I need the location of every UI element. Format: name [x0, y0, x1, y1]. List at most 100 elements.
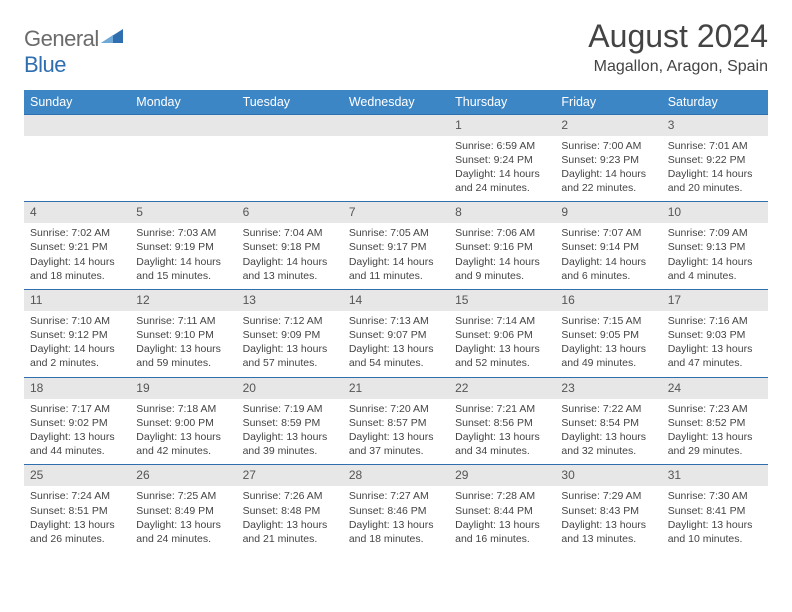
weekday-header: Sunday: [24, 90, 130, 115]
logo-text-gray: General: [24, 26, 99, 52]
day-number-cell: 24: [662, 377, 768, 399]
day-number-row: 25262728293031: [24, 465, 768, 487]
logo-text-blue: Blue: [24, 52, 66, 77]
day-data-cell: Sunrise: 7:04 AMSunset: 9:18 PMDaylight:…: [237, 223, 343, 289]
weekday-header: Tuesday: [237, 90, 343, 115]
day-data-row: Sunrise: 7:10 AMSunset: 9:12 PMDaylight:…: [24, 311, 768, 377]
day-number-cell: 8: [449, 202, 555, 224]
day-data-cell: Sunrise: 7:07 AMSunset: 9:14 PMDaylight:…: [555, 223, 661, 289]
day-data-cell: Sunrise: 7:18 AMSunset: 9:00 PMDaylight:…: [130, 399, 236, 465]
day-number-cell: 26: [130, 465, 236, 487]
calendar-page: General August 2024 Magallon, Aragon, Sp…: [0, 0, 792, 562]
day-data-cell: Sunrise: 7:25 AMSunset: 8:49 PMDaylight:…: [130, 486, 236, 552]
day-data-cell: [237, 136, 343, 202]
day-number-cell: 5: [130, 202, 236, 224]
day-data-cell: Sunrise: 7:06 AMSunset: 9:16 PMDaylight:…: [449, 223, 555, 289]
day-data-cell: [130, 136, 236, 202]
day-data-row: Sunrise: 6:59 AMSunset: 9:24 PMDaylight:…: [24, 136, 768, 202]
day-number-cell: 2: [555, 114, 661, 136]
day-number-cell: 27: [237, 465, 343, 487]
day-number-cell: 11: [24, 289, 130, 311]
day-number-cell: 20: [237, 377, 343, 399]
day-data-cell: [24, 136, 130, 202]
day-number-cell: 21: [343, 377, 449, 399]
day-number-cell: 16: [555, 289, 661, 311]
day-number-cell: 22: [449, 377, 555, 399]
day-data-cell: Sunrise: 7:30 AMSunset: 8:41 PMDaylight:…: [662, 486, 768, 552]
day-data-cell: Sunrise: 7:16 AMSunset: 9:03 PMDaylight:…: [662, 311, 768, 377]
day-number-cell: [130, 114, 236, 136]
day-number-cell: 12: [130, 289, 236, 311]
day-number-cell: 30: [555, 465, 661, 487]
day-data-cell: Sunrise: 7:09 AMSunset: 9:13 PMDaylight:…: [662, 223, 768, 289]
day-number-row: 123: [24, 114, 768, 136]
day-number-cell: 15: [449, 289, 555, 311]
calendar-table: Sunday Monday Tuesday Wednesday Thursday…: [24, 90, 768, 552]
day-number-cell: 19: [130, 377, 236, 399]
day-number-cell: 29: [449, 465, 555, 487]
day-number-row: 18192021222324: [24, 377, 768, 399]
day-data-cell: Sunrise: 7:29 AMSunset: 8:43 PMDaylight:…: [555, 486, 661, 552]
day-data-row: Sunrise: 7:17 AMSunset: 9:02 PMDaylight:…: [24, 399, 768, 465]
day-number-cell: [343, 114, 449, 136]
weekday-header: Saturday: [662, 90, 768, 115]
day-number-cell: 25: [24, 465, 130, 487]
day-data-cell: Sunrise: 7:05 AMSunset: 9:17 PMDaylight:…: [343, 223, 449, 289]
day-number-cell: 18: [24, 377, 130, 399]
day-number-cell: 23: [555, 377, 661, 399]
day-data-cell: Sunrise: 7:11 AMSunset: 9:10 PMDaylight:…: [130, 311, 236, 377]
day-number-row: 45678910: [24, 202, 768, 224]
month-title: August 2024: [588, 20, 768, 54]
day-data-cell: Sunrise: 7:01 AMSunset: 9:22 PMDaylight:…: [662, 136, 768, 202]
day-number-cell: 31: [662, 465, 768, 487]
day-number-cell: [24, 114, 130, 136]
day-data-row: Sunrise: 7:24 AMSunset: 8:51 PMDaylight:…: [24, 486, 768, 552]
weekday-header-row: Sunday Monday Tuesday Wednesday Thursday…: [24, 90, 768, 115]
weekday-header: Friday: [555, 90, 661, 115]
calendar-body: 123Sunrise: 6:59 AMSunset: 9:24 PMDaylig…: [24, 114, 768, 552]
day-number-cell: 14: [343, 289, 449, 311]
day-number-row: 11121314151617: [24, 289, 768, 311]
location-subtitle: Magallon, Aragon, Spain: [588, 58, 768, 76]
brand-logo: General: [24, 20, 125, 52]
day-data-cell: Sunrise: 7:15 AMSunset: 9:05 PMDaylight:…: [555, 311, 661, 377]
day-number-cell: 4: [24, 202, 130, 224]
day-number-cell: 28: [343, 465, 449, 487]
day-data-cell: Sunrise: 7:20 AMSunset: 8:57 PMDaylight:…: [343, 399, 449, 465]
logo-second-line: Blue: [24, 52, 66, 78]
day-data-cell: Sunrise: 7:03 AMSunset: 9:19 PMDaylight:…: [130, 223, 236, 289]
day-data-row: Sunrise: 7:02 AMSunset: 9:21 PMDaylight:…: [24, 223, 768, 289]
day-data-cell: Sunrise: 7:14 AMSunset: 9:06 PMDaylight:…: [449, 311, 555, 377]
weekday-header: Monday: [130, 90, 236, 115]
day-data-cell: Sunrise: 7:02 AMSunset: 9:21 PMDaylight:…: [24, 223, 130, 289]
title-block: August 2024 Magallon, Aragon, Spain: [588, 20, 768, 76]
day-data-cell: Sunrise: 7:12 AMSunset: 9:09 PMDaylight:…: [237, 311, 343, 377]
page-header: General August 2024 Magallon, Aragon, Sp…: [24, 20, 768, 76]
day-number-cell: [237, 114, 343, 136]
day-data-cell: Sunrise: 7:22 AMSunset: 8:54 PMDaylight:…: [555, 399, 661, 465]
day-number-cell: 6: [237, 202, 343, 224]
day-data-cell: Sunrise: 7:27 AMSunset: 8:46 PMDaylight:…: [343, 486, 449, 552]
day-data-cell: Sunrise: 7:17 AMSunset: 9:02 PMDaylight:…: [24, 399, 130, 465]
day-number-cell: 7: [343, 202, 449, 224]
day-data-cell: Sunrise: 7:21 AMSunset: 8:56 PMDaylight:…: [449, 399, 555, 465]
day-number-cell: 1: [449, 114, 555, 136]
day-data-cell: Sunrise: 7:10 AMSunset: 9:12 PMDaylight:…: [24, 311, 130, 377]
day-number-cell: 10: [662, 202, 768, 224]
weekday-header: Wednesday: [343, 90, 449, 115]
day-data-cell: Sunrise: 7:00 AMSunset: 9:23 PMDaylight:…: [555, 136, 661, 202]
day-data-cell: Sunrise: 7:23 AMSunset: 8:52 PMDaylight:…: [662, 399, 768, 465]
logo-triangle-icon: [101, 29, 123, 50]
day-data-cell: Sunrise: 6:59 AMSunset: 9:24 PMDaylight:…: [449, 136, 555, 202]
day-data-cell: [343, 136, 449, 202]
day-number-cell: 17: [662, 289, 768, 311]
day-data-cell: Sunrise: 7:24 AMSunset: 8:51 PMDaylight:…: [24, 486, 130, 552]
day-number-cell: 3: [662, 114, 768, 136]
weekday-header: Thursday: [449, 90, 555, 115]
day-data-cell: Sunrise: 7:19 AMSunset: 8:59 PMDaylight:…: [237, 399, 343, 465]
day-number-cell: 9: [555, 202, 661, 224]
day-data-cell: Sunrise: 7:26 AMSunset: 8:48 PMDaylight:…: [237, 486, 343, 552]
day-number-cell: 13: [237, 289, 343, 311]
day-data-cell: Sunrise: 7:28 AMSunset: 8:44 PMDaylight:…: [449, 486, 555, 552]
day-data-cell: Sunrise: 7:13 AMSunset: 9:07 PMDaylight:…: [343, 311, 449, 377]
